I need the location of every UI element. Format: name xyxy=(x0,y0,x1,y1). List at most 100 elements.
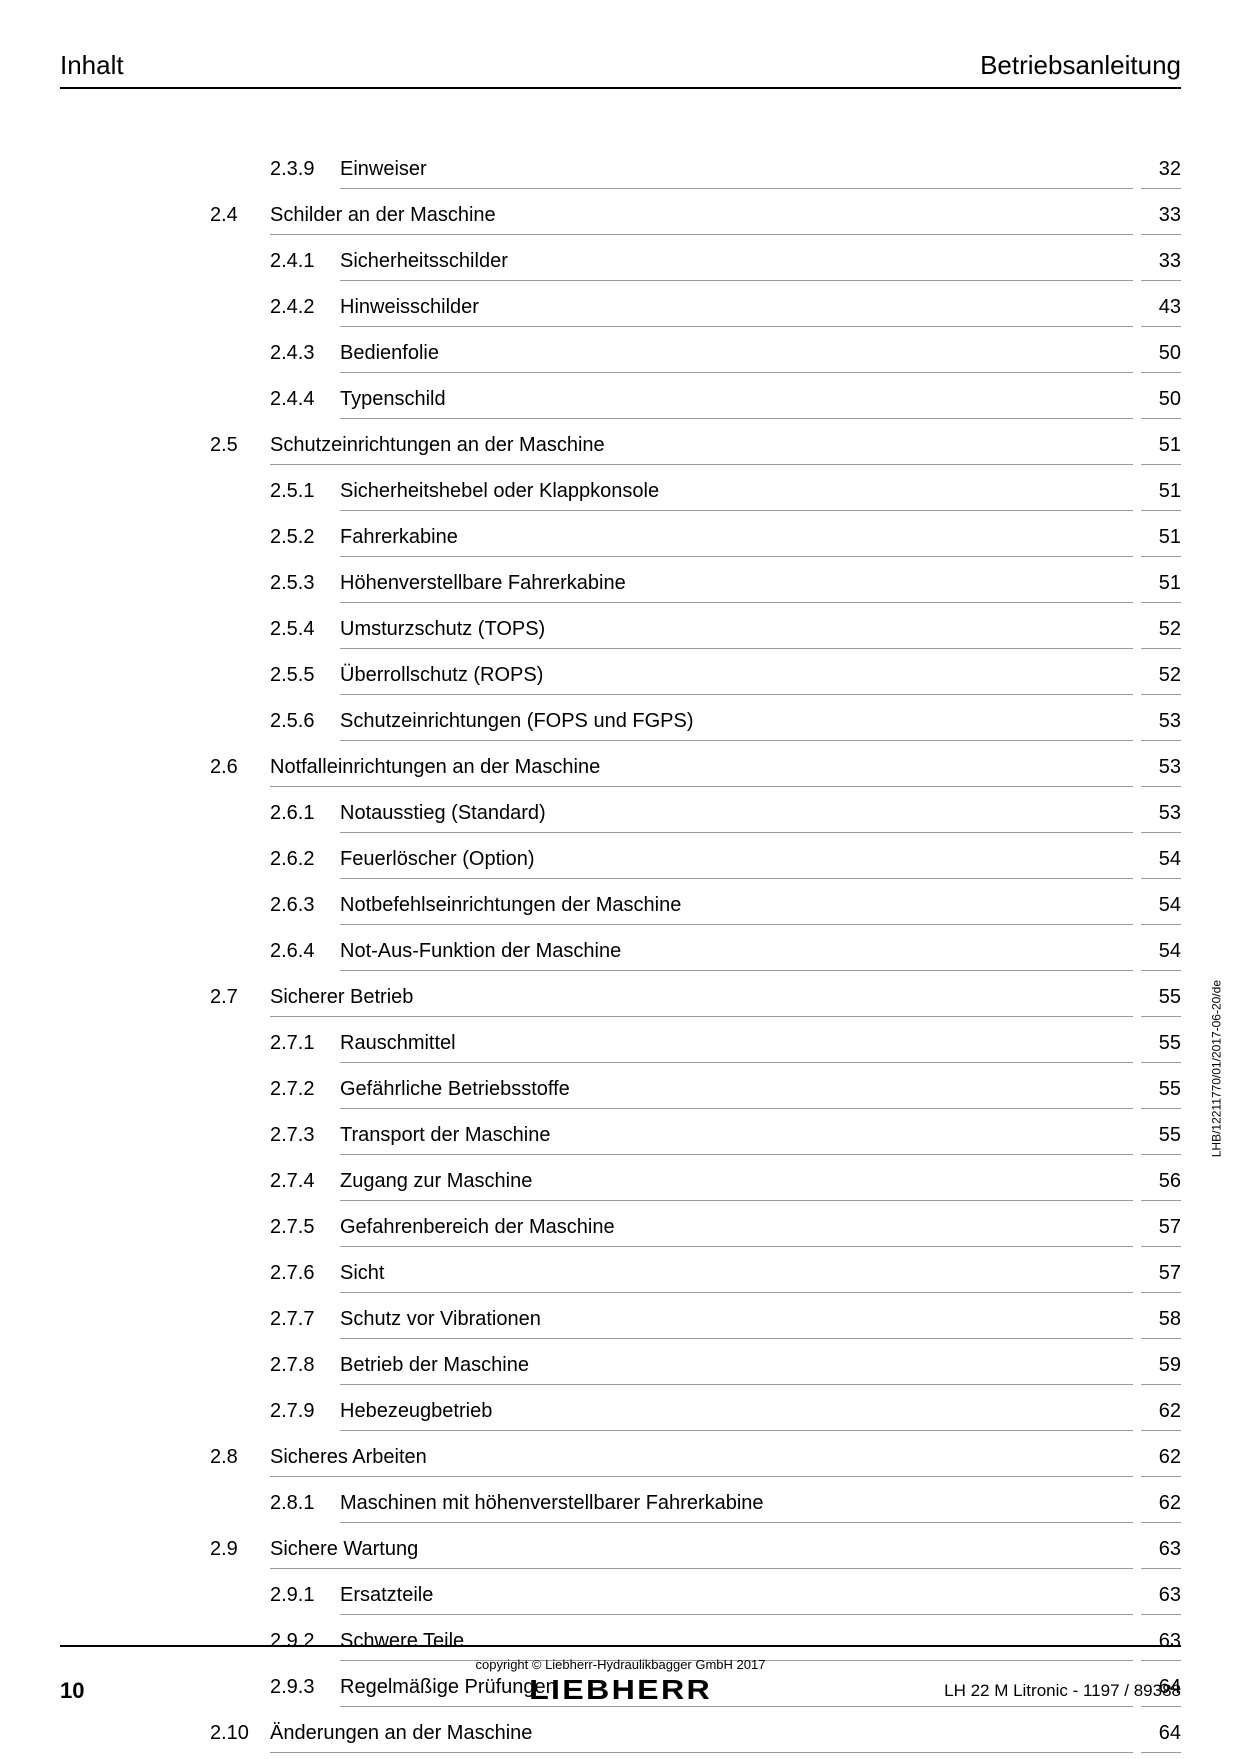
brand-logo: LIEBHERR xyxy=(529,1674,712,1706)
toc-entry-page: 55 xyxy=(1141,1076,1181,1109)
toc-entry-page: 57 xyxy=(1141,1214,1181,1247)
toc-entry-number: 2.9.1 xyxy=(270,1582,340,1608)
toc-row: 2.7.1Rauschmittel55 xyxy=(60,1023,1181,1069)
header-left: Inhalt xyxy=(60,50,124,81)
table-of-contents: 2.3.9Einweiser32 2.4Schilder an der Masch… xyxy=(60,149,1181,1759)
toc-row: 2.5.4Umsturzschutz (TOPS)52 xyxy=(60,609,1181,655)
toc-row: 2.5Schutzeinrichtungen an der Maschine51 xyxy=(60,425,1181,471)
toc-entry-number: 2.6.2 xyxy=(270,846,340,872)
toc-row: 2.7.9Hebezeugbetrieb62 xyxy=(60,1391,1181,1437)
toc-entry-title: Sicherheitsschilder xyxy=(340,248,1133,281)
toc-entry-number: 2.5 xyxy=(210,432,270,458)
toc-entry-title: Not-Aus-Funktion der Maschine xyxy=(340,938,1133,971)
toc-row: 2.8.1Maschinen mit höhenverstellbarer Fa… xyxy=(60,1483,1181,1529)
toc-entry-page: 51 xyxy=(1141,478,1181,511)
toc-entry-page: 62 xyxy=(1141,1398,1181,1431)
toc-entry-title: Gefährliche Betriebsstoffe xyxy=(340,1076,1133,1109)
toc-entry-title: Umsturzschutz (TOPS) xyxy=(340,616,1133,649)
toc-entry-number: 2.6.3 xyxy=(270,892,340,918)
toc-entry-number: 2.5.5 xyxy=(270,662,340,688)
toc-entry-page: 33 xyxy=(1141,248,1181,281)
toc-entry-page: 63 xyxy=(1141,1582,1181,1615)
toc-entry-title: Gefahrenbereich der Maschine xyxy=(340,1214,1133,1247)
toc-entry-number: 2.4.3 xyxy=(270,340,340,366)
toc-entry-page: 52 xyxy=(1141,662,1181,695)
toc-entry-title: Sicherer Betrieb xyxy=(270,984,1133,1017)
toc-entry-number: 2.7.7 xyxy=(270,1306,340,1332)
toc-entry-title: Schutzeinrichtungen (FOPS und FGPS) xyxy=(340,708,1133,741)
toc-row: 2.7.2Gefährliche Betriebsstoffe55 xyxy=(60,1069,1181,1115)
toc-entry-page: 51 xyxy=(1141,570,1181,603)
toc-entry-title: Rauschmittel xyxy=(340,1030,1133,1063)
toc-row: 2.9Sichere Wartung63 xyxy=(60,1529,1181,1575)
toc-row: 2.7.8Betrieb der Maschine59 xyxy=(60,1345,1181,1391)
toc-entry-title: Sicheres Arbeiten xyxy=(270,1444,1133,1477)
toc-entry-title: Betrieb der Maschine xyxy=(340,1352,1133,1385)
toc-row: 2.7.5Gefahrenbereich der Maschine57 xyxy=(60,1207,1181,1253)
toc-entry-number: 2.8.1 xyxy=(270,1490,340,1516)
toc-row: 2.5.5Überrollschutz (ROPS)52 xyxy=(60,655,1181,701)
toc-entry-title: Schilder an der Maschine xyxy=(270,202,1133,235)
toc-row: 2.6Notfalleinrichtungen an der Maschine5… xyxy=(60,747,1181,793)
toc-entry-title: Hebezeugbetrieb xyxy=(340,1398,1133,1431)
toc-entry-page: 55 xyxy=(1141,984,1181,1017)
toc-row: 2.4.2Hinweisschilder43 xyxy=(60,287,1181,333)
toc-entry-number: 2.7.5 xyxy=(270,1214,340,1240)
toc-entry-number: 2.7 xyxy=(210,984,270,1010)
toc-entry-page: 50 xyxy=(1141,386,1181,419)
toc-entry-page: 62 xyxy=(1141,1444,1181,1477)
toc-entry-page: 55 xyxy=(1141,1030,1181,1063)
toc-entry-number: 2.3.9 xyxy=(270,156,340,182)
toc-row: 2.4Schilder an der Maschine33 xyxy=(60,195,1181,241)
toc-row: 2.6.4Not-Aus-Funktion der Maschine54 xyxy=(60,931,1181,977)
toc-entry-title: Maschinen mit höhenverstellbarer Fahrerk… xyxy=(340,1490,1133,1523)
document-reference: LH 22 M Litronic - 1197 / 89388 xyxy=(944,1681,1181,1701)
toc-entry-title: Transport der Maschine xyxy=(340,1122,1133,1155)
toc-entry-number: 2.7.8 xyxy=(270,1352,340,1378)
toc-entry-number: 2.7.1 xyxy=(270,1030,340,1056)
toc-entry-title: Notfalleinrichtungen an der Maschine xyxy=(270,754,1133,787)
toc-entry-title: Änderungen an der Maschine xyxy=(270,1720,1133,1753)
toc-entry-number: 2.7.9 xyxy=(270,1398,340,1424)
page-footer: copyright © Liebherr-Hydraulikbagger Gmb… xyxy=(60,1645,1181,1704)
toc-entry-page: 51 xyxy=(1141,432,1181,465)
toc-row: 2.10Änderungen an der Maschine64 xyxy=(60,1713,1181,1759)
page-number: 10 xyxy=(60,1678,84,1704)
toc-entry-title: Fahrerkabine xyxy=(340,524,1133,557)
toc-row: 2.4.3Bedienfolie50 xyxy=(60,333,1181,379)
toc-entry-page: 50 xyxy=(1141,340,1181,373)
toc-entry-page: 53 xyxy=(1141,708,1181,741)
toc-entry-number: 2.6.1 xyxy=(270,800,340,826)
toc-row: 2.9.1Ersatzteile63 xyxy=(60,1575,1181,1621)
toc-entry-title: Sicherheitshebel oder Klappkonsole xyxy=(340,478,1133,511)
toc-entry-title: Hinweisschilder xyxy=(340,294,1133,327)
toc-entry-title: Einweiser xyxy=(340,156,1133,189)
toc-entry-title: Schutzeinrichtungen an der Maschine xyxy=(270,432,1133,465)
side-reference-text: LHB/12211770/01/2017-06-20/de xyxy=(1209,980,1223,1157)
toc-entry-page: 32 xyxy=(1141,156,1181,189)
toc-entry-number: 2.8 xyxy=(210,1444,270,1470)
toc-entry-number: 2.7.3 xyxy=(270,1122,340,1148)
toc-entry-number: 2.4 xyxy=(210,202,270,228)
toc-entry-title: Ersatzteile xyxy=(340,1582,1133,1615)
toc-entry-number: 2.4.1 xyxy=(270,248,340,274)
toc-entry-title: Typenschild xyxy=(340,386,1133,419)
toc-entry-page: 52 xyxy=(1141,616,1181,649)
toc-entry-page: 58 xyxy=(1141,1306,1181,1339)
toc-row: 2.4.1Sicherheitsschilder33 xyxy=(60,241,1181,287)
toc-entry-title: Schutz vor Vibrationen xyxy=(340,1306,1133,1339)
toc-entry-page: 55 xyxy=(1141,1122,1181,1155)
toc-row: 2.7.6Sicht57 xyxy=(60,1253,1181,1299)
toc-entry-title: Überrollschutz (ROPS) xyxy=(340,662,1133,695)
toc-entry-number: 2.7.6 xyxy=(270,1260,340,1286)
page-header: Inhalt Betriebsanleitung xyxy=(60,50,1181,89)
toc-row: 2.7.4Zugang zur Maschine56 xyxy=(60,1161,1181,1207)
toc-row: 2.7Sicherer Betrieb55 xyxy=(60,977,1181,1023)
toc-row: 2.6.2Feuerlöscher (Option)54 xyxy=(60,839,1181,885)
toc-entry-page: 54 xyxy=(1141,938,1181,971)
toc-entry-number: 2.7.4 xyxy=(270,1168,340,1194)
toc-entry-number: 2.10 xyxy=(210,1720,270,1746)
toc-entry-number: 2.5.2 xyxy=(270,524,340,550)
toc-row: 2.6.3Notbefehlseinrichtungen der Maschin… xyxy=(60,885,1181,931)
header-right: Betriebsanleitung xyxy=(980,50,1181,81)
